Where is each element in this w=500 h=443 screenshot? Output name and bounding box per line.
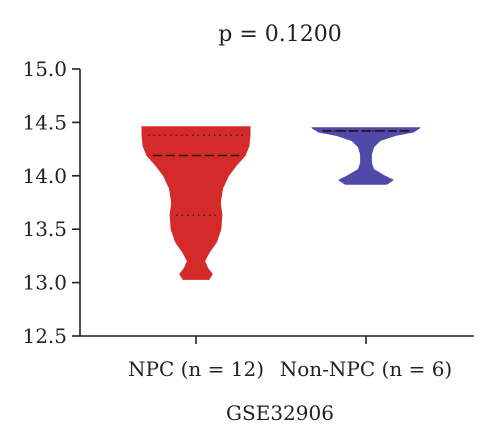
violin-0 — [141, 126, 251, 280]
y-tick-label-4: 14.5 — [22, 110, 67, 134]
y-tick-label-2: 13.5 — [22, 217, 67, 241]
violin-1 — [311, 127, 421, 185]
x-axis-title: GSE32906 — [226, 401, 334, 425]
x-tick-label-0: NPC (n = 12) — [128, 357, 264, 381]
y-tick-label-3: 14.0 — [22, 164, 67, 188]
chart-title: p = 0.1200 — [218, 22, 341, 47]
y-axis-ticks: 12.5 13.0 13.5 14.0 14.5 15.0 — [22, 57, 80, 348]
y-tick-label-0: 12.5 — [22, 324, 67, 348]
y-tick-label-1: 13.0 — [22, 271, 67, 295]
x-axis-ticks: NPC (n = 12) Non-NPC (n = 6) — [128, 336, 452, 381]
violin-group — [141, 126, 421, 280]
x-tick-label-1: Non-NPC (n = 6) — [280, 357, 452, 381]
y-tick-label-5: 15.0 — [22, 57, 67, 81]
